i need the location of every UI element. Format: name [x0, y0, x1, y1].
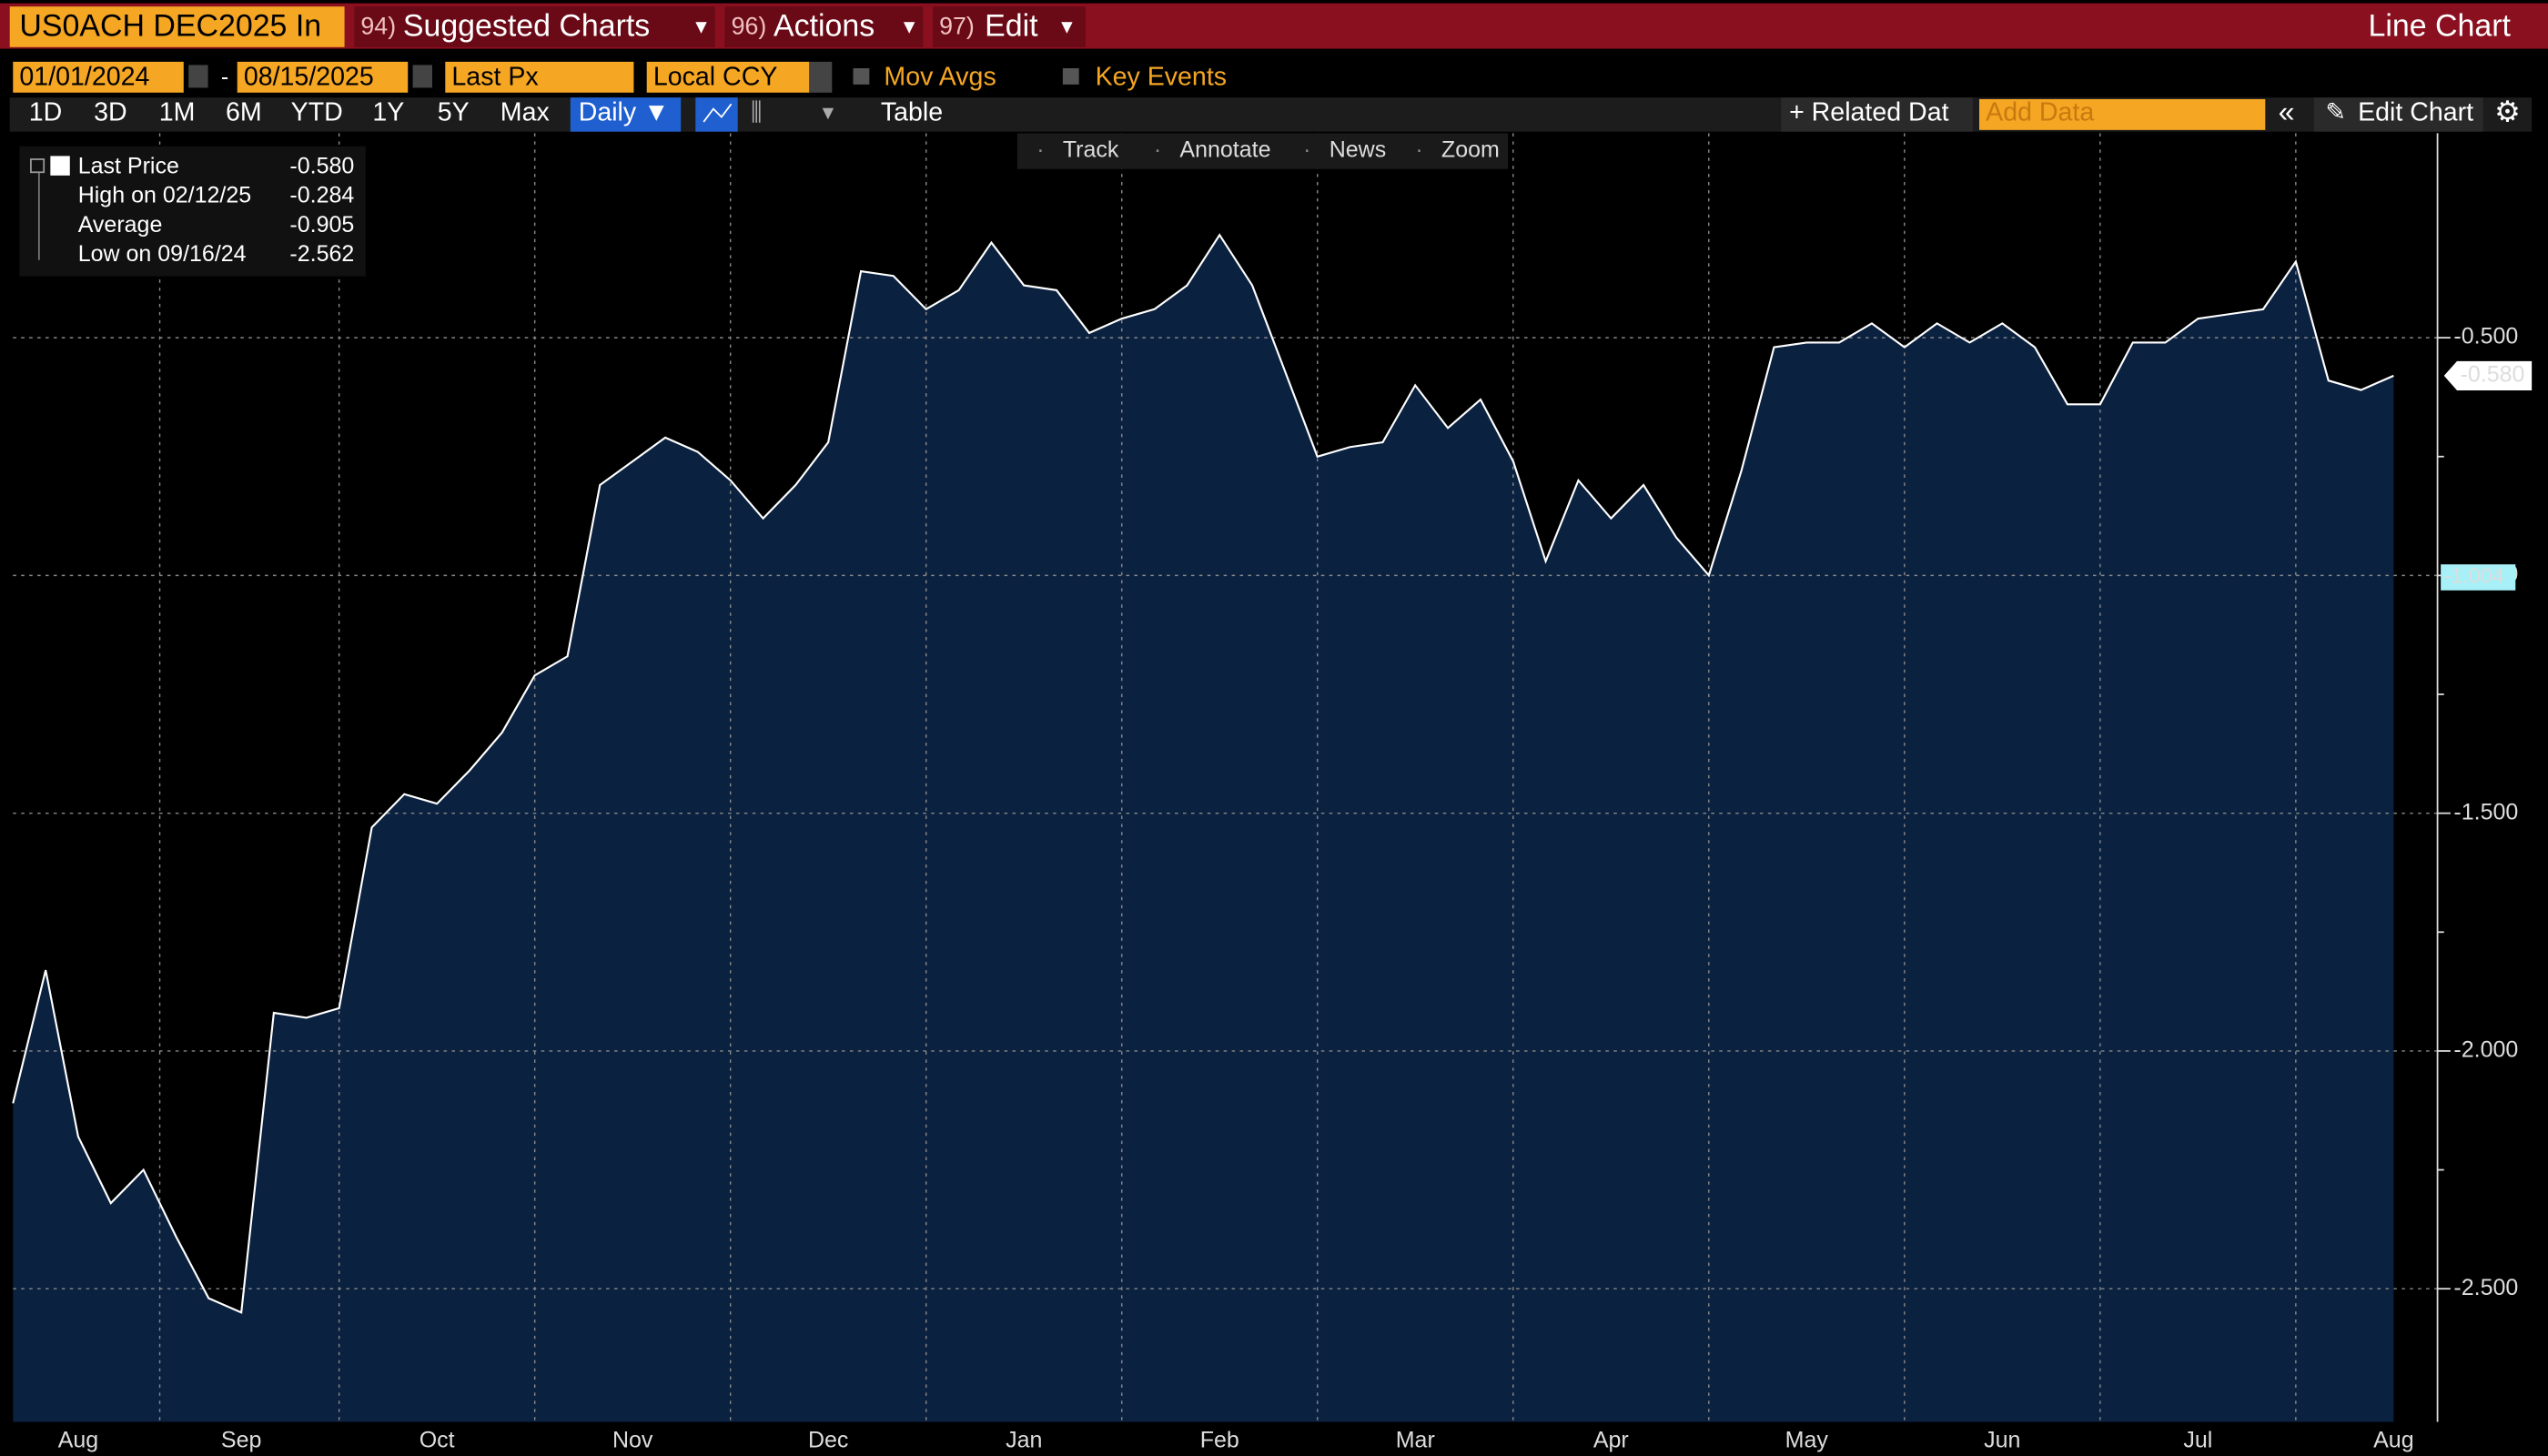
x-tick-label: Aug	[58, 1428, 98, 1453]
tool-btn[interactable]: Track	[1063, 137, 1119, 163]
checkbox[interactable]	[853, 68, 870, 85]
area	[13, 235, 2394, 1422]
dash: -	[221, 64, 228, 89]
start-date[interactable]	[13, 61, 184, 93]
legend-name: High on 02/12/25	[78, 183, 251, 208]
currency-input[interactable]	[646, 61, 810, 93]
x-tick-label: Sep	[221, 1428, 261, 1453]
x-tick-label: May	[1785, 1428, 1829, 1453]
y-tick-label: -1.500	[2453, 799, 2518, 824]
x-tick-label: Jul	[2183, 1428, 2212, 1453]
caret[interactable]: ▾	[823, 100, 834, 126]
menu-num[interactable]: 96)	[732, 12, 767, 39]
field-text[interactable]: Last Px	[451, 62, 538, 91]
x-tick-label: Apr	[1593, 1428, 1629, 1453]
period-btn[interactable]: 1D	[29, 98, 63, 127]
chart-tools	[1016, 133, 1509, 169]
period-btn[interactable]: 6M	[226, 98, 262, 127]
legend-name: Average	[78, 212, 163, 238]
currency-text[interactable]: Local CCY	[653, 62, 778, 91]
x-tick-label: Dec	[808, 1428, 848, 1453]
collapse[interactable]: «	[2279, 95, 2295, 127]
level-tag	[2441, 564, 2516, 591]
legend-name: Low on 09/16/24	[78, 241, 247, 267]
add-data[interactable]: Add Data	[1986, 98, 2094, 127]
legend-value: -0.580	[289, 154, 354, 179]
related[interactable]: + Related Dat	[1789, 98, 1949, 127]
menu-num[interactable]: 97)	[939, 12, 975, 39]
security[interactable]: US0ACH DEC2025 In	[19, 8, 321, 43]
x-tick-label: Aug	[2373, 1428, 2413, 1453]
tool-icon: ·	[1036, 137, 1044, 163]
menu-label[interactable]: Edit	[985, 8, 1038, 43]
line-icon-glyph	[703, 103, 733, 123]
legend-name: Last Price	[78, 154, 179, 179]
y-tick-label: -0.500	[2453, 324, 2518, 349]
table-btn[interactable]: Table	[881, 98, 943, 127]
key-events[interactable]: Key Events	[1096, 62, 1227, 91]
period-btn[interactable]: 5Y	[438, 98, 470, 127]
legend-value: -2.562	[289, 241, 354, 267]
menu-btn[interactable]	[724, 6, 924, 47]
end-date[interactable]	[237, 61, 409, 93]
checkbox[interactable]	[1062, 68, 1079, 85]
legend-value: -0.284	[289, 183, 354, 208]
start-date-text[interactable]: 01/01/2024	[19, 62, 149, 91]
last-tag-label: -0.580	[2461, 362, 2525, 388]
pencil: ✎	[2325, 98, 2345, 126]
related-btn[interactable]	[1781, 97, 1973, 132]
end-date-text[interactable]: 08/15/2025	[244, 62, 374, 91]
frequency[interactable]: Daily ▼	[579, 98, 670, 127]
y-tick-label: -2.000	[2453, 1037, 2518, 1063]
edit-chart-btn[interactable]	[2313, 97, 2483, 132]
x-tick-label: Feb	[1200, 1428, 1239, 1453]
edit-chart[interactable]: Edit Chart	[2358, 98, 2473, 127]
menu-label[interactable]: Suggested Charts	[403, 8, 650, 43]
frequency-btn[interactable]	[570, 97, 682, 132]
security-box[interactable]	[9, 6, 345, 47]
calendar-icon[interactable]	[412, 65, 432, 88]
field-input[interactable]	[445, 61, 634, 93]
tool-btn[interactable]: News	[1330, 137, 1387, 163]
price-line	[12, 233, 2394, 1314]
tool-btn[interactable]: Annotate	[1179, 137, 1270, 163]
bar-icon[interactable]: ⫼	[751, 98, 762, 126]
gear[interactable]: ⚙	[2494, 95, 2521, 127]
tool-icon: ·	[1154, 137, 1161, 163]
calendar-icon[interactable]	[188, 65, 208, 88]
chart-type: Line Chart	[2368, 8, 2511, 43]
y-tick-label: -2.500	[2453, 1275, 2518, 1300]
tool-icon: ·	[1303, 137, 1310, 163]
menu-btn[interactable]	[933, 6, 1086, 47]
dropdown[interactable]	[809, 61, 833, 93]
period-btn[interactable]: 3D	[94, 98, 127, 127]
x-tick-label: Mar	[1396, 1428, 1435, 1453]
period-btn[interactable]: 1Y	[372, 98, 404, 127]
level-tag-label: -1.004	[2444, 564, 2504, 588]
x-tick-label: Nov	[612, 1428, 653, 1453]
legend-box	[19, 146, 366, 277]
legend-toggle[interactable]	[30, 158, 46, 174]
menu-label[interactable]: Actions	[774, 8, 875, 43]
x-tick-label: Jan	[1006, 1428, 1042, 1453]
line-icon[interactable]	[695, 97, 738, 132]
x-tick-label: Jun	[1984, 1428, 2020, 1453]
last-tag	[2443, 360, 2533, 390]
menu-btn[interactable]	[354, 6, 715, 47]
period-btn[interactable]: Max	[500, 98, 550, 127]
add-data-input[interactable]	[1979, 98, 2266, 130]
legend-value: -0.905	[289, 212, 354, 238]
caret: ▾	[695, 14, 707, 39]
period-btn[interactable]: 1M	[159, 98, 196, 127]
x-tick-label: Oct	[420, 1428, 455, 1453]
legend-swatch	[50, 156, 70, 176]
tool-icon: ·	[1415, 137, 1422, 163]
mov-avgs[interactable]: Mov Avgs	[884, 62, 996, 91]
menu-num[interactable]: 94)	[360, 12, 396, 39]
period-btn[interactable]: YTD	[291, 98, 343, 127]
caret: ▾	[904, 14, 915, 39]
tool-btn[interactable]: Zoom	[1441, 137, 1500, 163]
caret: ▾	[1061, 14, 1073, 39]
